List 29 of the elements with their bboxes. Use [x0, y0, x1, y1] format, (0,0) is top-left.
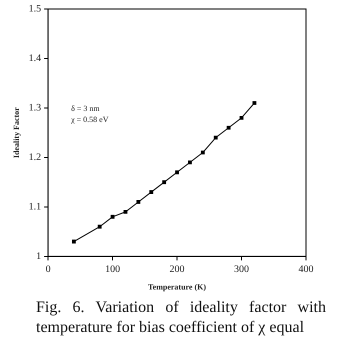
annotation: δ = 3 nm — [71, 104, 100, 114]
point — [149, 190, 154, 194]
y-tick-label: 1.5 — [28, 4, 42, 15]
point — [175, 170, 179, 174]
point — [214, 136, 218, 140]
y-tick-label: 1.4 — [28, 53, 42, 64]
annotation: χ = 0.58 eV — [70, 115, 109, 124]
point — [188, 160, 192, 164]
point — [110, 214, 114, 219]
x-tick-label: 200 — [170, 264, 185, 276]
caption: Fig. 6. Variation of ideality factor with temperature for bias coefficient of χ equal — [36, 298, 326, 338]
point — [252, 101, 256, 105]
point — [200, 150, 205, 154]
point — [124, 210, 128, 214]
x-axis-title: Temperature (K) — [148, 282, 206, 292]
point — [240, 116, 244, 120]
x-tick-label: 0 — [46, 264, 51, 276]
x-tick-label: 300 — [234, 264, 250, 276]
y-tick-label: 1.1 — [28, 202, 42, 213]
y-tick-label: 1.3 — [28, 102, 42, 114]
x-tick-label: 100 — [105, 264, 120, 276]
point — [136, 200, 140, 204]
point — [226, 126, 231, 130]
point — [162, 180, 166, 184]
y-tick-label: 1.2 — [28, 152, 42, 164]
y-axis-title: Ideality Factor — [12, 106, 21, 158]
x-tick-label: 400 — [298, 264, 314, 276]
point — [72, 240, 76, 244]
y-tick-label: 1 — [36, 251, 42, 262]
